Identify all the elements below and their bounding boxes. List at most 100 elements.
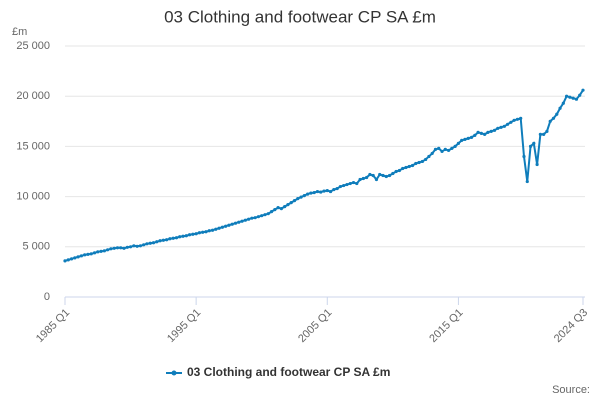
data-point <box>220 225 224 229</box>
data-point <box>345 182 349 187</box>
data-point <box>535 162 539 167</box>
data-point <box>227 223 231 227</box>
data-point <box>161 238 165 242</box>
y-tick-label: 15 000 <box>16 140 50 152</box>
data-point <box>532 141 536 145</box>
data-point <box>414 161 418 166</box>
data-point <box>269 210 274 214</box>
data-point <box>138 244 143 248</box>
data-point <box>128 245 133 249</box>
data-point <box>315 189 320 194</box>
data-point <box>210 228 215 232</box>
data-point <box>463 137 467 141</box>
data-point <box>165 238 169 242</box>
data-point <box>73 256 77 260</box>
data-point <box>361 176 365 181</box>
data-point <box>512 118 516 122</box>
data-point <box>542 132 546 136</box>
data-point <box>325 188 329 193</box>
legend-marker <box>171 370 177 376</box>
data-point <box>460 138 464 142</box>
data-point <box>292 199 297 203</box>
data-point <box>479 131 483 135</box>
data-point <box>371 173 375 178</box>
data-point <box>312 190 316 195</box>
x-tick-label: 2024 Q3 <box>552 307 590 345</box>
data-point <box>92 251 97 255</box>
data-point <box>335 186 339 191</box>
data-point <box>433 147 438 152</box>
data-point <box>456 141 461 145</box>
data-point <box>86 252 90 256</box>
data-point <box>191 232 195 236</box>
data-point <box>391 171 395 176</box>
data-point <box>119 246 123 250</box>
data-point <box>115 246 120 250</box>
data-point <box>417 160 421 165</box>
data-point <box>279 207 283 211</box>
data-point <box>476 130 480 134</box>
data-point <box>122 246 126 250</box>
data-point <box>437 146 441 151</box>
data-point <box>148 241 152 245</box>
data-point <box>89 252 93 256</box>
data-point <box>551 116 556 120</box>
y-tick-label: 5 000 <box>22 241 50 253</box>
data-point <box>224 224 228 228</box>
data-point <box>332 187 336 192</box>
data-point <box>276 206 280 210</box>
data-point <box>178 235 182 239</box>
data-point <box>132 244 136 248</box>
data-point <box>496 126 500 130</box>
y-axis-unit: £m <box>12 26 27 38</box>
data-point <box>83 253 87 257</box>
data-point <box>237 220 241 224</box>
data-point <box>548 119 552 123</box>
series-line <box>64 89 584 262</box>
data-point <box>427 154 431 159</box>
data-point <box>483 132 487 136</box>
data-point <box>204 230 208 234</box>
data-point <box>79 254 83 258</box>
data-point <box>420 159 424 164</box>
data-point <box>256 215 261 219</box>
data-point <box>338 184 342 189</box>
data-point <box>515 117 520 121</box>
data-point <box>197 231 202 235</box>
data-point <box>171 236 175 240</box>
data-point <box>505 122 510 126</box>
data-point <box>404 165 408 170</box>
data-point <box>355 181 359 186</box>
data-point <box>181 234 185 238</box>
data-point <box>525 179 529 184</box>
data-point <box>168 237 172 241</box>
x-tick-label: 2015 Q1 <box>427 307 465 345</box>
y-tick-label: 20 000 <box>16 90 50 102</box>
data-point <box>469 135 474 139</box>
data-point <box>306 192 310 196</box>
data-point <box>217 226 221 230</box>
data-point <box>233 221 238 225</box>
data-point <box>266 212 270 216</box>
data-point <box>555 112 559 116</box>
data-point <box>502 124 506 128</box>
data-point <box>571 96 575 100</box>
data-point <box>374 177 379 182</box>
data-point <box>289 201 293 205</box>
data-point <box>522 154 526 159</box>
legend-label: 03 Clothing and footwear CP SA £m <box>187 365 390 379</box>
data-point <box>368 172 372 177</box>
data-point <box>174 236 179 240</box>
data-point <box>309 191 313 195</box>
data-point <box>194 232 198 236</box>
x-tick-label: 2005 Q1 <box>296 307 334 345</box>
data-point <box>381 173 385 178</box>
data-point <box>158 239 162 243</box>
data-point <box>184 234 188 238</box>
data-point <box>509 120 513 124</box>
data-point <box>351 180 356 185</box>
chart-title: 03 Clothing and footwear CP SA £m <box>164 7 436 26</box>
data-point <box>142 243 146 247</box>
data-point <box>243 218 247 222</box>
data-point <box>319 190 323 194</box>
